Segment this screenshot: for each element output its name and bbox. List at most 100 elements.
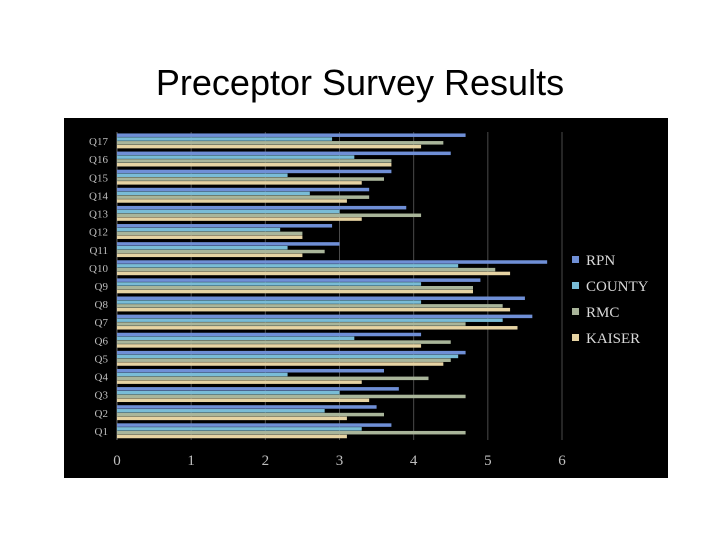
bar-q8-rpn [117, 296, 525, 301]
chart-panel: 0 1 2 3 4 5 6 Q1 Q2 Q3 Q4 Q5 Q6 Q7 Q8 Q9 Q10 Q11 Q12 Q13 Q14… [64, 118, 668, 478]
y-tick-label-q2: Q2 [95, 408, 108, 420]
bar-q11-rmc [117, 249, 325, 254]
bar-q7-kaiser [117, 326, 518, 330]
x-tick-label-1: 1 [187, 453, 195, 469]
bar-q15-county [117, 173, 288, 177]
legend-swatch-kaiser [572, 334, 579, 341]
bar-q16-rpn [117, 151, 451, 156]
bar-q8-county [117, 300, 422, 304]
bar-q6-rmc [117, 340, 451, 344]
y-tick-label-q8: Q8 [95, 299, 109, 311]
bar-q9-kaiser [117, 289, 473, 294]
bar-q13-county [117, 209, 340, 214]
bar-chart: 0 1 2 3 4 5 6 Q1 Q2 Q3 Q4 Q5 Q6 Q7 Q8 Q9 Q10 Q11 Q12 Q13 Q14… [89, 132, 649, 469]
y-tick-label-q9: Q9 [95, 281, 109, 293]
bar-q6-kaiser [117, 344, 422, 348]
bar-q14-kaiser [117, 199, 347, 203]
bar-q4-rmc [117, 376, 429, 381]
bar-q8-kaiser [117, 307, 511, 312]
y-tick-label-q14: Q14 [89, 190, 108, 202]
bar-q3-rpn [117, 387, 399, 391]
y-tick-label-q15: Q15 [89, 172, 108, 184]
bar-q16-kaiser [117, 162, 392, 167]
bar-q2-rpn [117, 405, 377, 409]
bar-q17-rmc [117, 141, 444, 145]
bar-q9-rmc [117, 286, 473, 290]
x-tick-label-4: 4 [410, 453, 418, 469]
bar-q15-kaiser [117, 181, 362, 185]
bar-q4-rpn [117, 368, 384, 373]
y-tick-label-q6: Q6 [95, 335, 109, 347]
bar-q9-county [117, 282, 422, 286]
bar-q12-county [117, 227, 281, 232]
bar-q14-rpn [117, 187, 370, 192]
bar-q10-kaiser [117, 271, 511, 276]
bar-q6-county [117, 336, 355, 341]
legend-swatch-rmc [572, 308, 579, 315]
bar-q7-county [117, 318, 503, 322]
bar-q4-county [117, 372, 288, 377]
bar-q11-kaiser [117, 253, 303, 258]
bar-q12-rpn [117, 224, 333, 228]
y-tick-label-q7: Q7 [95, 317, 109, 329]
bar-q1-kaiser [117, 434, 347, 439]
bar-q14-county [117, 191, 310, 196]
bar-q17-rpn [117, 133, 466, 137]
slide-title: Preceptor Survey Results [155, 62, 565, 103]
bar-q4-kaiser [117, 380, 362, 384]
bar-q13-rmc [117, 213, 422, 218]
x-tick-label-6: 6 [558, 453, 566, 469]
y-tick-label-q13: Q13 [89, 209, 108, 221]
bar-q17-kaiser [117, 144, 422, 149]
bar-q8-rmc [117, 304, 503, 308]
bar-q1-rpn [117, 423, 392, 427]
y-tick-label-q3: Q3 [95, 390, 109, 402]
bar-q15-rpn [117, 169, 392, 174]
y-tick-label-q5: Q5 [95, 353, 109, 365]
bar-q14-rmc [117, 195, 370, 199]
bar-q5-rmc [117, 358, 451, 362]
bar-q7-rmc [117, 322, 466, 326]
bar-q16-county [117, 155, 355, 159]
bar-q17-county [117, 137, 333, 141]
y-tick-label-q12: Q12 [89, 227, 108, 239]
bar-q9-rpn [117, 278, 481, 282]
bar-q5-county [117, 354, 459, 359]
legend-swatch-county [572, 282, 579, 289]
x-tick-label-0: 0 [113, 453, 121, 469]
x-tick-label-3: 3 [336, 453, 344, 469]
bar-q2-kaiser [117, 416, 347, 421]
bar-q16-rmc [117, 159, 392, 163]
bar-q3-rmc [117, 394, 466, 399]
legend-swatch-rpn [572, 256, 579, 263]
y-tick-label-q4: Q4 [95, 372, 109, 384]
legend-label-rpn: RPN [586, 253, 615, 269]
y-tick-label-q1: Q1 [95, 426, 108, 438]
bar-q10-county [117, 264, 459, 268]
bar-q10-rmc [117, 267, 496, 272]
bar-q10-rpn [117, 260, 548, 264]
y-tick-label-q10: Q10 [89, 263, 108, 275]
y-tick-label-q11: Q11 [89, 245, 108, 257]
bar-q5-rpn [117, 350, 466, 355]
bar-q6-rpn [117, 332, 422, 337]
bar-q3-kaiser [117, 398, 370, 403]
bar-q2-county [117, 409, 325, 413]
legend-label-rmc: RMC [586, 305, 619, 321]
bar-q2-rmc [117, 412, 384, 417]
bar-q15-rmc [117, 177, 384, 181]
bar-q3-county [117, 390, 340, 395]
bar-q11-rpn [117, 242, 340, 246]
bar-q13-rpn [117, 205, 407, 210]
bar-q5-kaiser [117, 362, 444, 366]
bar-q11-county [117, 245, 288, 250]
bar-q1-rmc [117, 430, 466, 435]
bar-q12-kaiser [117, 235, 303, 239]
bar-q13-kaiser [117, 217, 362, 221]
bar-q1-county [117, 427, 362, 431]
legend-label-kaiser: KAISER [586, 331, 640, 347]
bar-q7-rpn [117, 314, 533, 319]
x-tick-label-2: 2 [262, 453, 270, 469]
y-tick-label-q17: Q17 [89, 136, 108, 148]
y-tick-label-q16: Q16 [89, 154, 108, 166]
